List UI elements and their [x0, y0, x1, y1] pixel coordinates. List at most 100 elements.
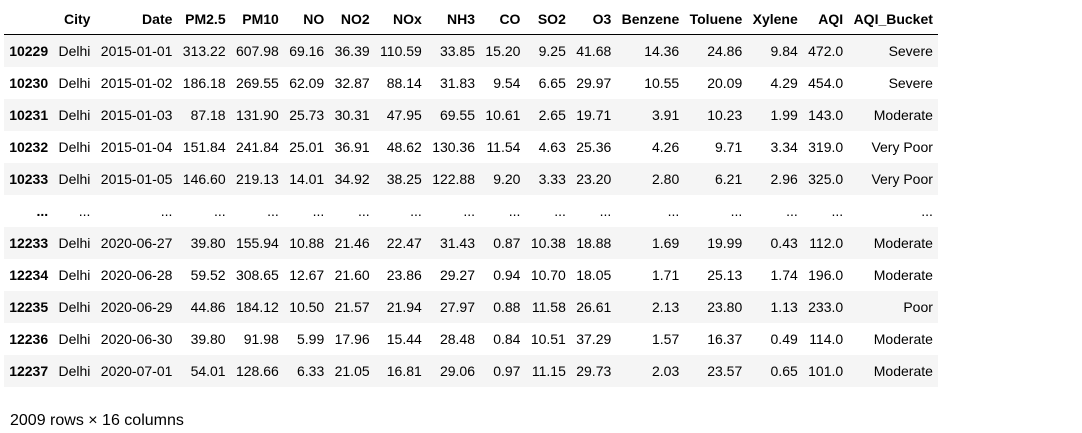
dataframe-output: City Date PM2.5 PM10 NO NO2 NOx NH3 CO SO2 O3 Benze… [4, 4, 939, 429]
table-cell: 2020-07-01 [100, 363, 173, 379]
table-row: 10231 Delhi 2015-01-03 87.18 131.90 25.73 30.3… [4, 99, 939, 131]
table-cell: 0.87 [493, 235, 521, 251]
table-cell: 1.13 [770, 299, 798, 315]
table-cell: 1.69 [651, 235, 680, 251]
table-cell: ... [667, 203, 680, 219]
table-cell: 32.87 [334, 75, 370, 91]
column-header-aqi: AQI [802, 4, 849, 35]
table-cell: 23.80 [707, 299, 743, 315]
table-cell: 11.54 [486, 139, 521, 155]
table-cell: Delhi [58, 107, 91, 123]
table-cell: Severe [888, 75, 933, 91]
table-cell: 9.25 [538, 43, 566, 59]
table-cell: 112.0 [809, 235, 844, 251]
table-row: 12235 Delhi 2020-06-29 44.86 184.12 10.50 21.5… [4, 291, 939, 323]
table-cell: 23.57 [707, 363, 743, 379]
table-cell: 269.55 [235, 75, 279, 91]
table-cell: Delhi [58, 299, 91, 315]
table-cell: Delhi [58, 139, 91, 155]
table-cell: 10.23 [707, 107, 743, 123]
table-cell: 1.71 [651, 267, 680, 283]
table-cell: 2015-01-05 [100, 171, 173, 187]
table-cell: 3.33 [538, 171, 566, 187]
table-cell: Moderate [873, 363, 933, 379]
table-cell: 19.99 [707, 235, 743, 251]
table-cell: Delhi [58, 235, 91, 251]
table-cell: 21.60 [334, 267, 370, 283]
column-header-so2: SO2 [525, 4, 572, 35]
table-header: City Date PM2.5 PM10 NO NO2 NOx NH3 CO SO2 O3 Benze… [4, 4, 939, 35]
table-cell: 2015-01-03 [100, 107, 173, 123]
row-index: 12235 [9, 299, 49, 315]
row-index: 10229 [9, 43, 49, 59]
table-row: 10230 Delhi 2015-01-02 186.18 269.55 62.09 32.… [4, 67, 939, 99]
column-header-co: CO [480, 4, 526, 35]
table-cell: ... [312, 203, 325, 219]
table-cell: 24.86 [707, 43, 743, 59]
table-cell: 6.21 [715, 171, 743, 187]
table-cell: 22.47 [386, 235, 422, 251]
table-cell: 39.80 [190, 331, 226, 347]
table-cell: ... [730, 203, 743, 219]
column-header-toluene: Toluene [684, 4, 748, 35]
table-cell: 2015-01-02 [100, 75, 173, 91]
table-cell: 14.01 [289, 171, 325, 187]
table-cell: ... [357, 203, 370, 219]
table-cell: Poor [903, 299, 933, 315]
table-cell: 2020-06-30 [100, 331, 173, 347]
row-index: 10230 [9, 75, 49, 91]
row-index: 10233 [9, 171, 49, 187]
table-cell: 151.84 [182, 139, 226, 155]
table-cell: 25.73 [289, 107, 325, 123]
table-cell: 3.91 [651, 107, 680, 123]
table-cell: 18.05 [576, 267, 612, 283]
table-cell: Moderate [873, 107, 933, 123]
table-cell: 6.33 [296, 363, 325, 379]
table-cell: 62.09 [289, 75, 325, 91]
table-cell: 0.88 [493, 299, 521, 315]
table-cell: 38.25 [386, 171, 422, 187]
table-cell: 91.98 [243, 331, 279, 347]
table-cell: 28.48 [439, 331, 476, 347]
table-cell: 10.70 [530, 267, 566, 283]
table-cell: 114.0 [809, 331, 844, 347]
table-cell: 2020-06-28 [100, 267, 173, 283]
table-cell: 472.0 [808, 43, 844, 59]
table-cell: 25.13 [707, 267, 743, 283]
table-cell: 69.55 [439, 107, 476, 123]
column-header-xylene: Xylene [747, 4, 803, 35]
table-row: 12237 Delhi 2020-07-01 54.01 128.66 6.33 21.05… [4, 355, 939, 387]
table-cell: 308.65 [235, 267, 279, 283]
table-cell: 15.20 [485, 43, 521, 59]
table-cell: 23.20 [576, 171, 612, 187]
table-cell: ... [554, 203, 566, 219]
table-cell: ... [508, 203, 521, 219]
table-cell: 233.0 [808, 299, 844, 315]
table-body: 10229 Delhi 2015-01-01 313.22 607.98 69.16 36.… [4, 34, 939, 387]
table-cell: 11.15 [531, 363, 566, 379]
table-cell: 9.84 [770, 43, 798, 59]
row-index: 10232 [9, 139, 49, 155]
table-cell: Delhi [58, 171, 91, 187]
table-cell: 0.49 [770, 331, 798, 347]
table-cell: 87.18 [190, 107, 226, 123]
table-row: 10233 Delhi 2015-01-05 146.60 219.13 14.01 34.… [4, 163, 939, 195]
column-header-date: Date [95, 4, 178, 35]
table-cell: 0.43 [770, 235, 798, 251]
table-cell: 17.96 [334, 331, 370, 347]
table-row: 12233 Delhi 2020-06-27 39.80 155.94 10.88 21.4… [4, 227, 939, 259]
row-index: 12233 [9, 235, 49, 251]
table-cell: 607.98 [235, 43, 279, 59]
table-cell: 313.22 [182, 43, 226, 59]
table-cell: 319.0 [808, 139, 844, 155]
table-cell: 15.44 [386, 331, 422, 347]
dataframe-shape-text: 2009 rows × 16 columns [10, 412, 184, 429]
table-row: 12236 Delhi 2020-06-30 39.80 91.98 5.99 17.96 1… [4, 323, 939, 355]
table-cell: 130.36 [432, 139, 476, 155]
table-cell: 25.01 [289, 139, 325, 155]
table-cell: 2020-06-27 [100, 235, 173, 251]
table-cell: ... [463, 203, 476, 219]
table-cell: Severe [888, 43, 933, 59]
ellipsis-row: ........................................… [4, 195, 939, 227]
table-cell: Moderate [873, 331, 933, 347]
